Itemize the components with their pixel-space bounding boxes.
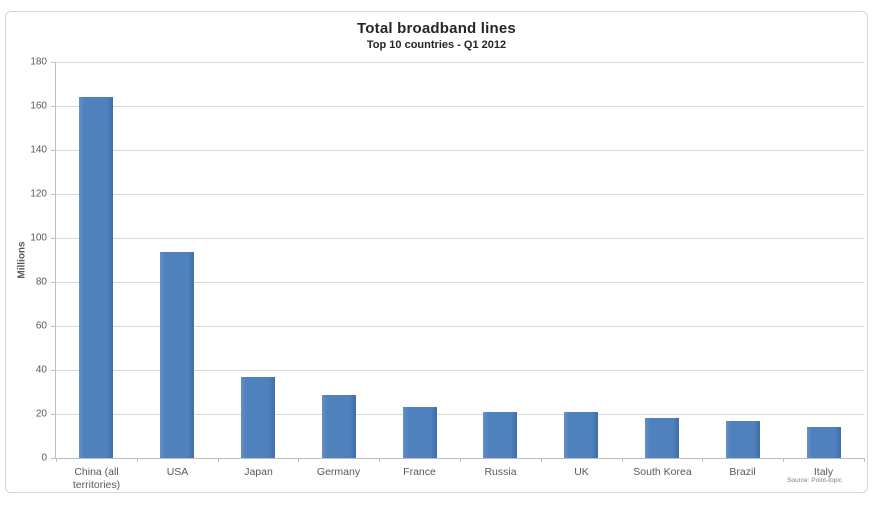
chart-subtitle: Top 10 countries - Q1 2012 bbox=[366, 39, 507, 51]
x-tick-mark bbox=[702, 458, 703, 462]
y-tick-mark bbox=[51, 282, 56, 283]
gridline bbox=[56, 194, 864, 195]
gridline bbox=[56, 238, 864, 239]
x-tick-mark bbox=[298, 458, 299, 462]
x-tick-mark bbox=[56, 458, 57, 462]
x-category-label: South Korea bbox=[633, 466, 692, 478]
x-tick-mark bbox=[218, 458, 219, 462]
y-tick-mark bbox=[51, 106, 56, 107]
y-tick-mark bbox=[51, 326, 56, 327]
x-category-label: France bbox=[403, 466, 436, 478]
gridline bbox=[56, 106, 864, 107]
x-tick-mark bbox=[541, 458, 542, 462]
y-tick-label: 140 bbox=[30, 144, 47, 156]
x-tick-mark bbox=[379, 458, 380, 462]
bar bbox=[241, 377, 275, 458]
gridline bbox=[56, 414, 864, 415]
x-tick-mark bbox=[622, 458, 623, 462]
bar bbox=[564, 412, 598, 458]
chart-frame: Total broadband lines Top 10 countries -… bbox=[5, 11, 868, 493]
x-tick-mark bbox=[783, 458, 784, 462]
y-tick-mark bbox=[51, 150, 56, 151]
y-tick-label: 160 bbox=[30, 100, 47, 112]
bar bbox=[645, 418, 679, 458]
x-category-label: UK bbox=[574, 466, 589, 478]
bar bbox=[726, 421, 760, 458]
bar bbox=[403, 407, 437, 458]
x-category-label: Japan bbox=[244, 466, 273, 478]
y-tick-label: 40 bbox=[35, 364, 47, 376]
x-category-label: Russia bbox=[484, 466, 517, 478]
x-category-label: Germany bbox=[316, 466, 361, 478]
y-tick-label: 80 bbox=[35, 276, 47, 288]
gridline bbox=[56, 150, 864, 151]
y-tick-mark bbox=[51, 370, 56, 371]
x-category-label: Italy bbox=[813, 466, 834, 478]
plot-area: 0 20 40 60 80 100 120 140 160 180 China (all terri… bbox=[30, 57, 865, 491]
y-tick-label: 180 bbox=[30, 56, 47, 68]
y-tick-label: 20 bbox=[35, 408, 47, 420]
gridline bbox=[56, 370, 864, 371]
y-tick-mark bbox=[51, 238, 56, 239]
chart-title: Total broadband lines bbox=[357, 20, 516, 37]
x-tick-mark bbox=[137, 458, 138, 462]
source-note: Source: Point-topic bbox=[787, 477, 842, 484]
bar bbox=[483, 412, 517, 458]
y-tick-label: 120 bbox=[30, 188, 47, 200]
y-tick-mark bbox=[51, 194, 56, 195]
y-tick-label: 100 bbox=[30, 232, 47, 244]
y-axis-title: Millions bbox=[16, 241, 28, 279]
bar bbox=[160, 252, 194, 458]
y-tick-mark bbox=[51, 458, 56, 459]
x-tick-mark bbox=[460, 458, 461, 462]
bar bbox=[807, 427, 841, 458]
x-category-label: USA bbox=[166, 466, 189, 478]
gridline bbox=[56, 62, 864, 63]
y-tick-label: 0 bbox=[41, 452, 47, 464]
gridline bbox=[56, 282, 864, 283]
x-tick-mark bbox=[864, 458, 865, 462]
bar bbox=[322, 395, 356, 458]
y-tick-mark bbox=[51, 414, 56, 415]
x-category-label: Brazil bbox=[729, 466, 756, 478]
y-tick-label: 60 bbox=[35, 320, 47, 332]
bar bbox=[79, 97, 113, 458]
gridline bbox=[56, 326, 864, 327]
y-tick-mark bbox=[51, 62, 56, 63]
x-category-label: China (all territories) bbox=[72, 466, 121, 492]
